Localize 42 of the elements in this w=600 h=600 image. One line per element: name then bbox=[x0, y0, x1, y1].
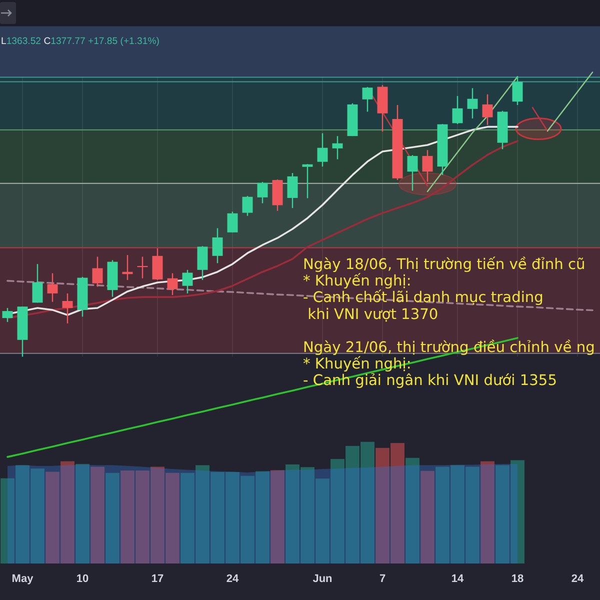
candlestick bbox=[182, 269, 193, 294]
candlestick bbox=[482, 94, 493, 126]
x-tick-label: Jun bbox=[312, 573, 333, 585]
bar bbox=[480, 461, 494, 564]
candlestick bbox=[302, 163, 313, 199]
candlestick bbox=[242, 195, 253, 216]
x-tick-label: 7 bbox=[379, 573, 386, 585]
text: L1363.52 C1377.77 +17.85 (+1.31%) bbox=[1, 36, 160, 47]
candlestick bbox=[92, 256, 103, 288]
candlestick bbox=[62, 292, 73, 324]
candlestick bbox=[167, 272, 178, 296]
candlestick bbox=[257, 181, 268, 204]
candlestick bbox=[227, 211, 238, 233]
x-tick-label: 10 bbox=[76, 573, 89, 585]
candlestick bbox=[467, 88, 478, 120]
x-tick-label: 14 bbox=[451, 573, 464, 585]
bar bbox=[90, 466, 104, 564]
candlestick bbox=[212, 228, 223, 264]
candlestick bbox=[152, 248, 163, 281]
candlestick bbox=[362, 86, 373, 112]
x-tick-label: May bbox=[12, 573, 34, 585]
candlestick bbox=[422, 149, 433, 182]
bar bbox=[406, 458, 420, 564]
x-tick-label: 24 bbox=[571, 573, 584, 585]
x-tick-label: 24 bbox=[226, 573, 240, 585]
annotation: Ngày 18/06, Thị trường tiến về đỉnh cũ * Khuyến nghị: - Canh chốt lãi danh mục trading khi VNI vượt 1370 bbox=[303, 256, 586, 323]
bar bbox=[106, 472, 120, 564]
candlestick bbox=[197, 246, 208, 281]
x-tick-label: 18 bbox=[511, 573, 524, 585]
candlestick bbox=[452, 95, 463, 125]
candlestick bbox=[47, 272, 58, 302]
x-tick-label: 17 bbox=[151, 573, 164, 585]
candlestick bbox=[332, 135, 343, 160]
candlestick bbox=[2, 307, 13, 323]
bar bbox=[420, 470, 434, 564]
candlestick bbox=[512, 76, 523, 106]
candlestick bbox=[287, 172, 298, 209]
candlestick bbox=[407, 154, 418, 192]
candlestick bbox=[317, 132, 328, 168]
bar bbox=[270, 470, 284, 564]
candlestick bbox=[32, 263, 43, 304]
bar bbox=[76, 464, 90, 564]
